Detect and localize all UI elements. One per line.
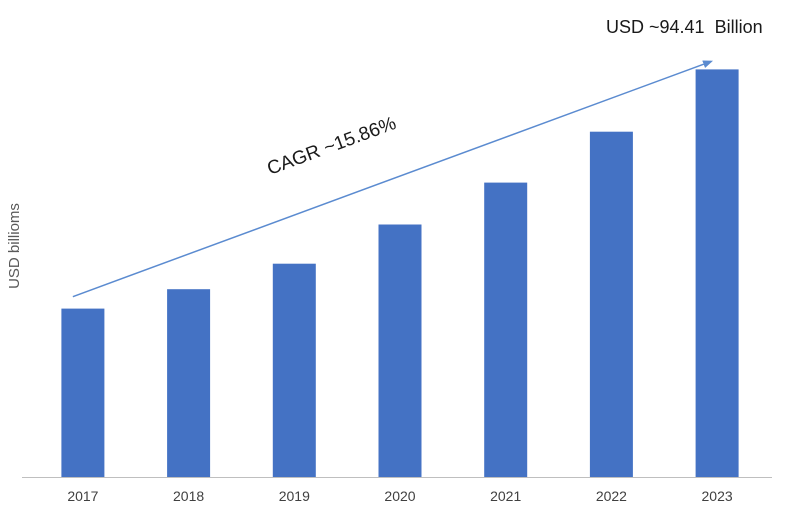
- bar-2018: [167, 289, 211, 477]
- x-tick-label-2018: 2018: [173, 488, 204, 504]
- bars-layer: [61, 69, 739, 478]
- x-tick-label-2019: 2019: [279, 488, 310, 504]
- bar-2020: [378, 224, 422, 477]
- bar-2022: [589, 131, 633, 477]
- bar-2019: [272, 263, 316, 477]
- cagr-annotation: CAGR ~15.86%: [264, 113, 399, 180]
- x-tick-label-2020: 2020: [384, 488, 415, 504]
- final-value-annotation: USD ~94.41 Billion: [606, 17, 763, 37]
- bar-2023: [695, 69, 739, 478]
- x-tick-labels: 2017 2018 2019 2020 2021 2022 2023: [67, 488, 733, 504]
- x-tick-label-2017: 2017: [67, 488, 98, 504]
- x-tick-label-2021: 2021: [490, 488, 521, 504]
- y-axis-label: USD billioms: [6, 203, 23, 289]
- x-tick-label-2022: 2022: [596, 488, 627, 504]
- cagr-arrow: [72, 60, 714, 298]
- bar-2021: [484, 182, 528, 477]
- x-tick-label-2023: 2023: [702, 488, 733, 504]
- bar-2017: [61, 308, 105, 477]
